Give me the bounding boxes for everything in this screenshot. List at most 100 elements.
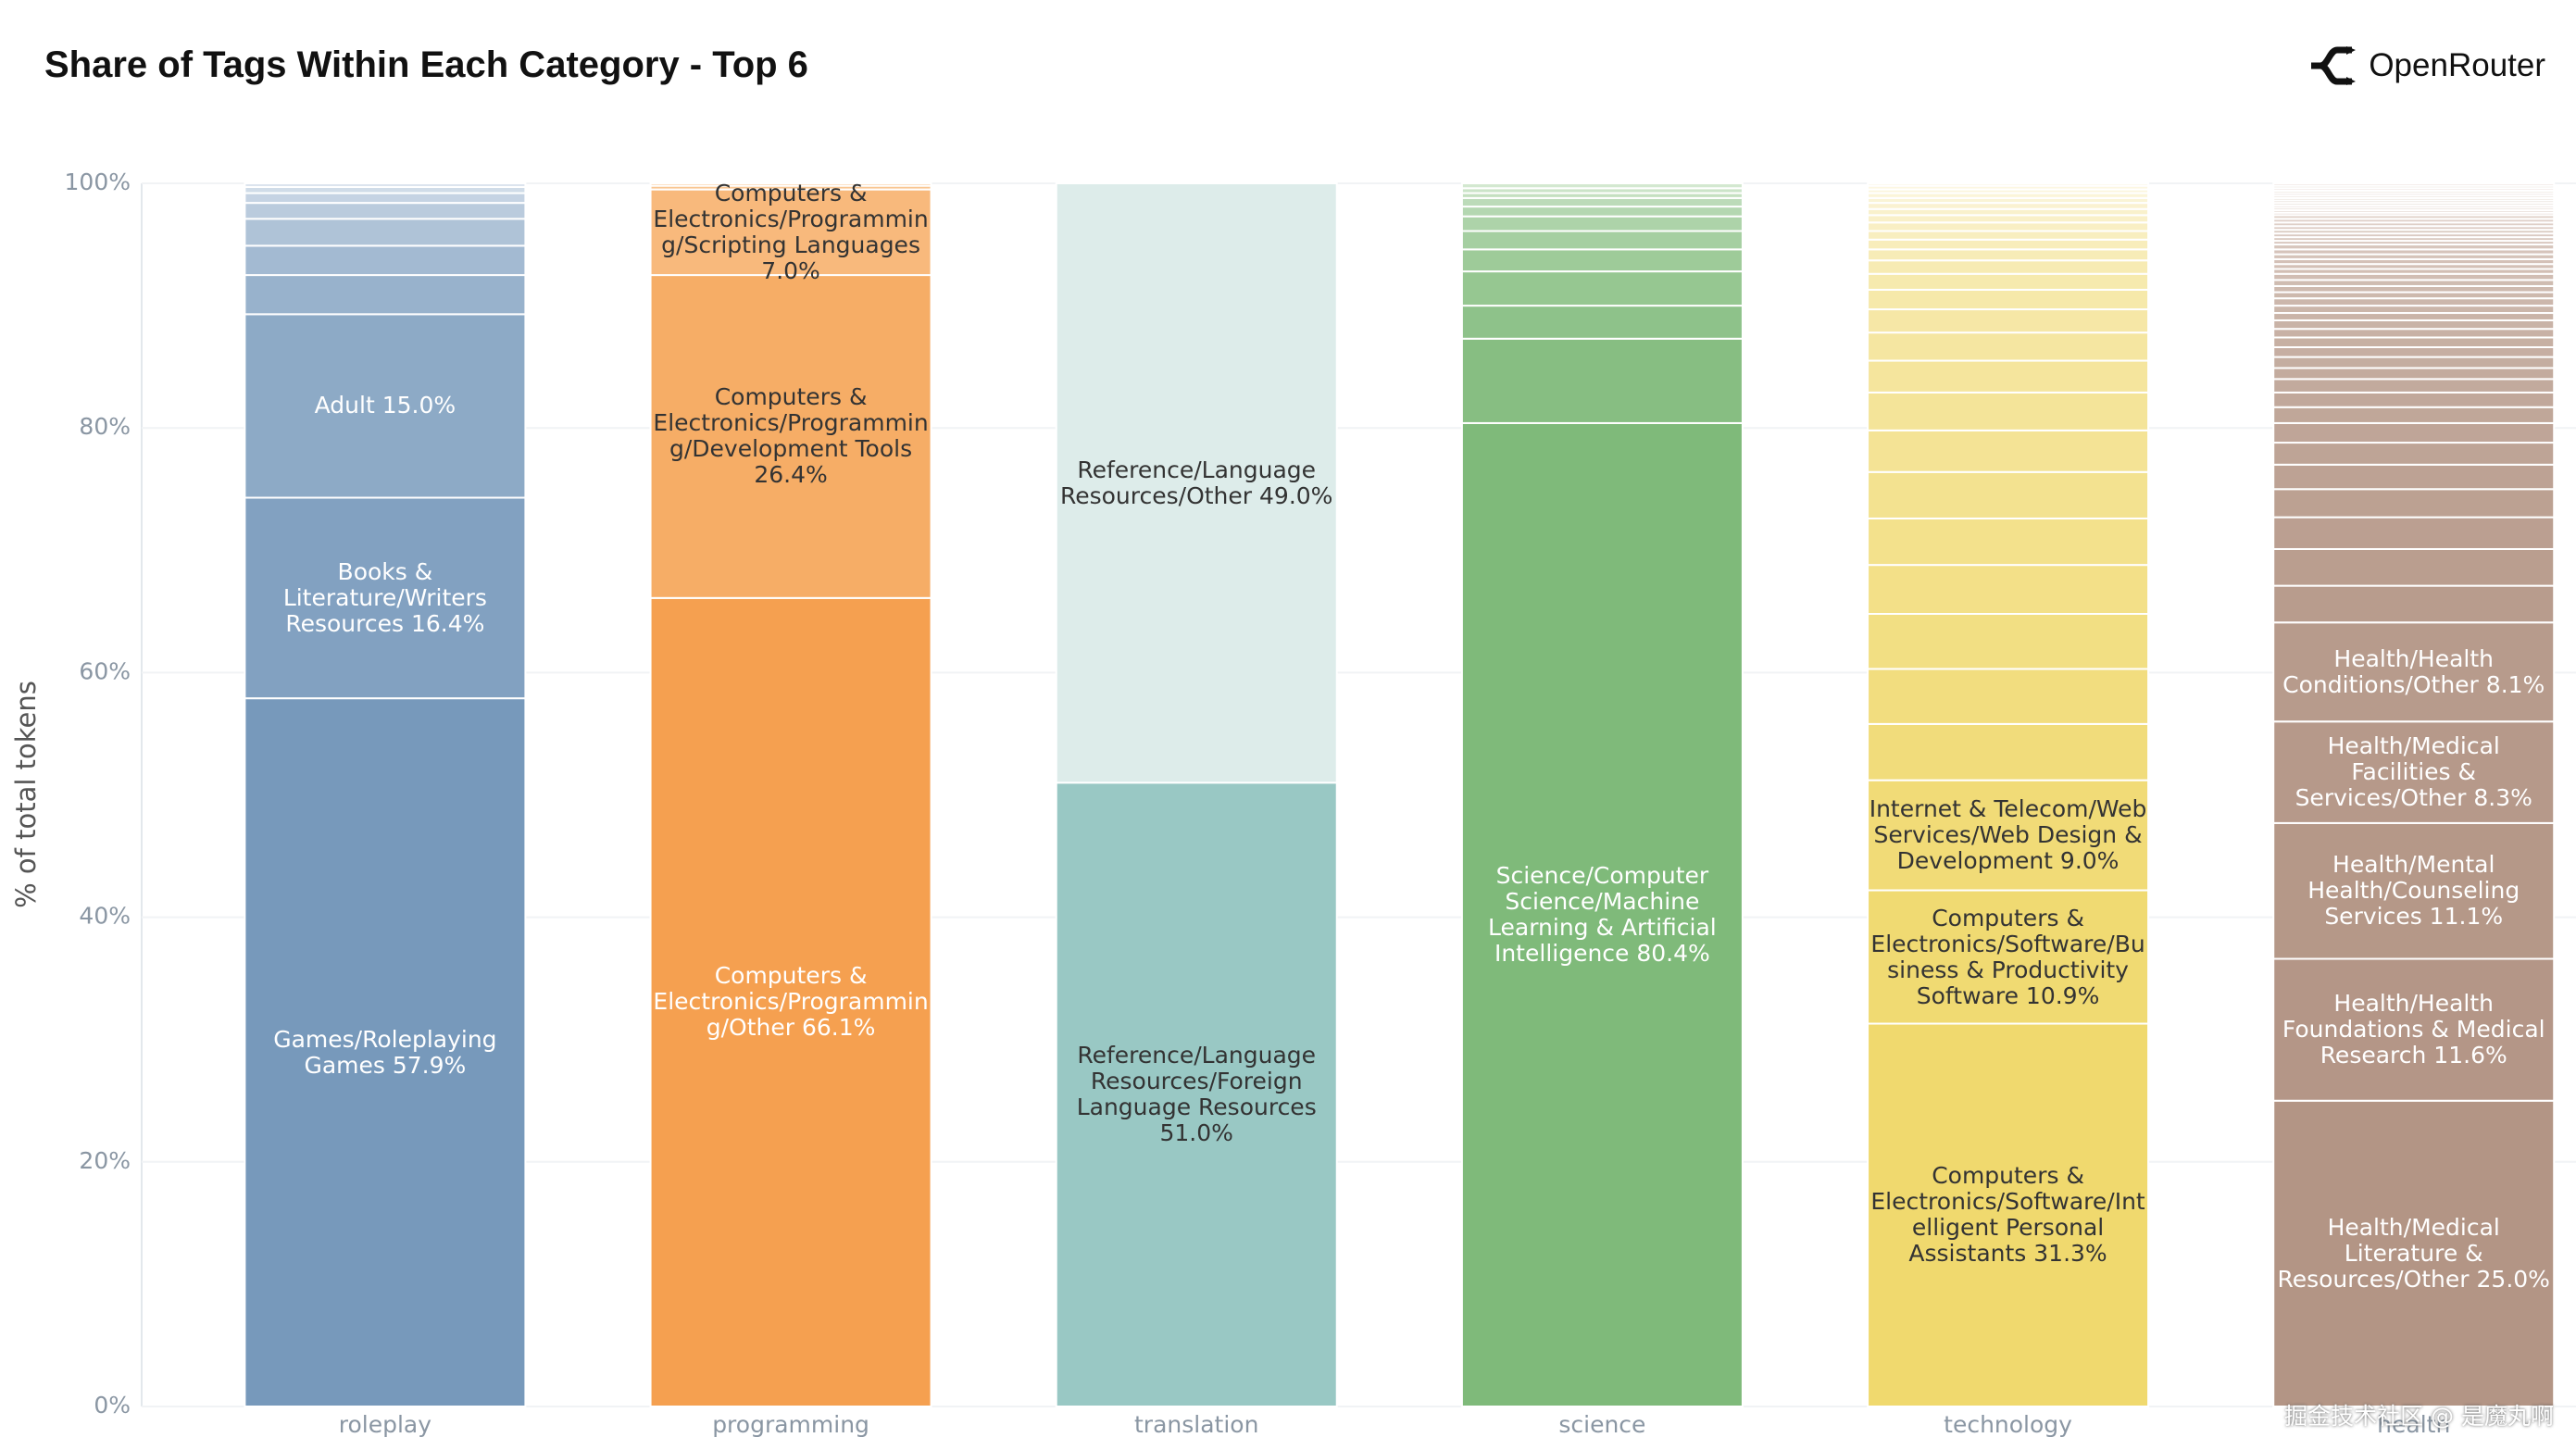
- bar-segment: [1867, 564, 2150, 615]
- bar-segment: [2272, 336, 2556, 349]
- bar-segment: [1867, 230, 2150, 241]
- x-tick-label: health: [2377, 1411, 2450, 1438]
- segment-label: Health/Health Foundations & Medical Rese…: [2282, 990, 2545, 1069]
- y-tick-label: 80%: [79, 413, 131, 440]
- bar-segment: [1460, 206, 1744, 218]
- bar-segment: [1867, 248, 2150, 262]
- x-tick-label: science: [1558, 1411, 1645, 1438]
- bar-segment: [244, 202, 527, 220]
- bar-segment: [1460, 337, 1744, 424]
- bar-segment: [1867, 429, 2150, 473]
- bar-segment: [2272, 356, 2556, 369]
- bar-segment: [2272, 297, 2556, 307]
- bar-segment: [244, 697, 527, 1407]
- brand-logo: [2311, 46, 2357, 85]
- bar-segment: [2272, 346, 2556, 358]
- bar-segment: [1867, 214, 2150, 224]
- bar-segment: [1867, 221, 2150, 232]
- bar-segment: [244, 274, 527, 316]
- bar-segment: [244, 218, 527, 247]
- bar-segment: [2272, 319, 2556, 331]
- bar-segment: [244, 182, 527, 188]
- segment-label: Reference/Language Resources/Foreign Lan…: [1076, 1042, 1317, 1147]
- segment-label: Reference/Language Resources/Other 49.0%: [1059, 456, 1333, 509]
- bar-segment: [1867, 359, 2150, 394]
- bar-segment: [649, 596, 932, 1407]
- bar-segment: [2272, 720, 2556, 824]
- segment-label: Adult 15.0%: [314, 392, 456, 419]
- segment-label: Computers & Electronics/Software/Intelli…: [1870, 1162, 2145, 1268]
- y-tick-label: 40%: [79, 903, 131, 930]
- bar-segment: [2272, 378, 2556, 394]
- bar-segment: [2272, 367, 2556, 381]
- segment-label: Computers & Electronics/Programming/Deve…: [653, 383, 929, 489]
- bar-segment: [2272, 584, 2556, 624]
- bar-segment: [2272, 1099, 2556, 1407]
- bar-segment: [1867, 331, 2150, 362]
- bar-segment: [649, 188, 932, 277]
- bar-segment: [1867, 238, 2150, 251]
- bar-segment: [1867, 517, 2150, 567]
- x-tick-label: translation: [1134, 1411, 1258, 1438]
- segment-label: Computers & Electronics/Programming/Scri…: [653, 179, 929, 284]
- segment-label: Games/Roleplaying Games 57.9%: [273, 1025, 497, 1079]
- bar-segment: [649, 274, 932, 599]
- bar-segment: [2272, 821, 2556, 960]
- segment-label: Books & Literature/Writers Resources 16.…: [282, 557, 487, 637]
- bar-segment: [2272, 312, 2556, 321]
- bar-segment: [1460, 182, 1744, 190]
- y-tick-label: 0%: [94, 1392, 131, 1419]
- bar-segment: [2272, 442, 2556, 466]
- bar-segment: [244, 244, 527, 277]
- bar-segment: [1867, 272, 2150, 291]
- bar-segment: [1055, 781, 1338, 1407]
- bar-segment: [1867, 391, 2150, 431]
- segment-label: Health/Medical Literature & Resources/Ot…: [2277, 1213, 2550, 1293]
- bar-segment: [2272, 328, 2556, 339]
- bar-segment: [1867, 288, 2150, 311]
- segment-label: Computers & Electronics/Software/Busines…: [1870, 904, 2145, 1009]
- bar-segment: [649, 182, 932, 187]
- bar-segment: [1460, 305, 1744, 340]
- bar-segment: [1460, 230, 1744, 251]
- segment-label: Health/Medical Facilities & Services/Oth…: [2295, 732, 2532, 812]
- bar-segment: [2272, 421, 2556, 444]
- x-tick-label: technology: [1944, 1411, 2072, 1438]
- bar-segment: [2272, 463, 2556, 491]
- y-tick-label: 20%: [79, 1147, 131, 1174]
- bar-segment: [1460, 196, 1744, 208]
- bar-segment: [2272, 516, 2556, 550]
- bar-segment: [1460, 248, 1744, 273]
- bar-segment: [2272, 305, 2556, 315]
- bar-segment: [1867, 612, 2150, 670]
- bar-segment: [244, 192, 527, 205]
- segment-label: Health/Health Conditions/Other 8.1%: [2282, 644, 2545, 698]
- bar-segment: [1867, 722, 2150, 781]
- bar-segment: [2272, 406, 2556, 424]
- brand-name: OpenRouter: [2369, 47, 2545, 83]
- segment-label: Science/Computer Science/Machine Learnin…: [1488, 861, 1717, 967]
- bar-segment: [1460, 215, 1744, 232]
- bar-segment: [1867, 259, 2150, 275]
- bar-segment: [1867, 470, 2150, 519]
- bar-segment: [1460, 270, 1744, 307]
- bar-segment: [2272, 488, 2556, 519]
- segment-label: Internet & Telecom/Web Services/Web Desi…: [1869, 795, 2147, 875]
- bar-segment: [1055, 182, 1338, 784]
- bar-segment: [1867, 889, 2150, 1025]
- y-axis-title: % of total tokens: [10, 681, 42, 908]
- y-tick-label: 60%: [79, 657, 131, 684]
- bar-segment: [2272, 547, 2556, 587]
- x-tick-label: roleplay: [339, 1411, 431, 1438]
- segment-label: Computers & Electronics/Programming/Othe…: [653, 962, 929, 1042]
- bar-segment: [1460, 421, 1744, 1407]
- bar-segment: [2272, 621, 2556, 723]
- x-tick-label: programming: [712, 1411, 869, 1438]
- bar-segment: [1867, 779, 2150, 892]
- segment-label: Health/Mental Health/Counseling Services…: [2307, 851, 2520, 931]
- brand: OpenRouter: [2309, 46, 2545, 85]
- bar-segment: [2272, 182, 2556, 187]
- chart-title: Share of Tags Within Each Category - Top…: [44, 44, 808, 85]
